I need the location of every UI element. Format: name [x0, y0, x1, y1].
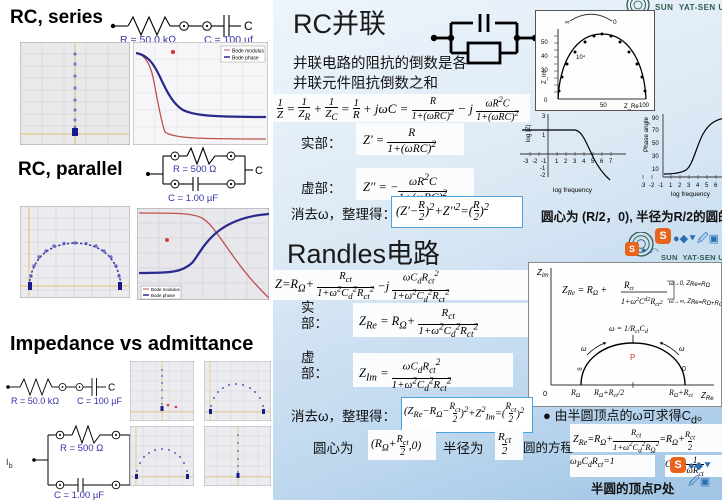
svg-text:P: P [630, 353, 635, 362]
svg-text:-3: -3 [523, 159, 529, 165]
svg-text:-1: -1 [658, 183, 664, 189]
svg-text:ω: ω [581, 346, 587, 353]
svg-text:1+ω2Cd2Rct2: 1+ω2Cd2Rct2 [621, 297, 663, 308]
svg-text:10⁴: 10⁴ [576, 54, 586, 61]
svg-text:∞: ∞ [577, 366, 582, 373]
svg-text:R = 500 Ω: R = 500 Ω [60, 443, 103, 454]
svg-text:ω: ω [679, 346, 685, 353]
svg-text:-3: -3 [641, 183, 646, 189]
svg-text:RΩ+Rct: RΩ+Rct [668, 388, 693, 399]
svg-text:RΩ: RΩ [570, 388, 581, 399]
svg-text:100: 100 [639, 103, 650, 109]
svg-text:6: 6 [600, 159, 604, 165]
svg-text:C: C [108, 383, 115, 394]
svg-text:C: C [255, 165, 263, 177]
svg-text:ZIm: ZIm [536, 268, 549, 279]
svg-text:2: 2 [678, 183, 682, 189]
svg-text:2: 2 [564, 159, 568, 165]
svg-text:Rct: Rct [623, 280, 634, 292]
svg-text:C = 1.00 µF: C = 1.00 µF [54, 490, 104, 500]
svg-text:10: 10 [652, 167, 659, 173]
svg-text:Z_Im: Z_Im [542, 70, 548, 84]
svg-text:∞: ∞ [565, 19, 570, 26]
svg-text:Bode modulus: Bode modulus [151, 287, 181, 292]
svg-text:ZRe: ZRe [700, 391, 714, 402]
svg-text:ω = 1/RctCd: ω = 1/RctCd [609, 324, 649, 335]
svg-text:50: 50 [652, 141, 659, 147]
svg-text:30: 30 [652, 154, 659, 160]
svg-text:1: 1 [542, 133, 546, 139]
svg-text:C: C [244, 19, 253, 33]
svg-text:0: 0 [613, 19, 617, 26]
svg-text:70: 70 [652, 128, 659, 134]
svg-text:90: 90 [652, 116, 659, 122]
svg-text:Bode phase: Bode phase [151, 293, 176, 298]
svg-text:4: 4 [696, 183, 700, 189]
svg-text:3: 3 [542, 114, 546, 120]
svg-text:log frequency: log frequency [671, 191, 711, 198]
svg-text:6: 6 [714, 183, 718, 189]
svg-text:3: 3 [687, 183, 691, 189]
svg-text:40: 40 [541, 54, 548, 60]
svg-text:-1: -1 [541, 159, 547, 165]
svg-text:ZRe = RΩ +: ZRe = RΩ + [562, 285, 607, 297]
svg-text:-2: -2 [532, 159, 538, 165]
svg-text:4: 4 [582, 159, 586, 165]
svg-text:ω→0, ZRe=RΩ: ω→0, ZRe=RΩ [669, 281, 711, 289]
svg-text:7: 7 [609, 159, 613, 165]
svg-text:-2: -2 [540, 173, 546, 179]
svg-text:5: 5 [705, 183, 709, 189]
svg-text:log |Z|: log |Z| [525, 124, 532, 142]
svg-text:3: 3 [573, 159, 577, 165]
svg-text:1: 1 [555, 159, 559, 165]
svg-text:-1: -1 [540, 166, 546, 172]
svg-text:Z_Re: Z_Re [624, 104, 639, 110]
svg-text:-2: -2 [649, 183, 655, 189]
svg-text:0: 0 [682, 366, 686, 373]
svg-text:50: 50 [600, 103, 607, 109]
svg-text:Bode modulus: Bode modulus [232, 49, 264, 55]
svg-text:R = 500 Ω: R = 500 Ω [173, 164, 216, 175]
svg-text:50: 50 [541, 40, 548, 46]
svg-text:C = 100 µF: C = 100 µF [77, 396, 122, 406]
svg-text:log frequency: log frequency [553, 187, 593, 194]
svg-text:Bode phase: Bode phase [232, 56, 259, 62]
svg-text:RΩ+Rct/2: RΩ+Rct/2 [593, 388, 624, 399]
svg-text:Phase angle: Phase angle [643, 116, 650, 152]
svg-text:ω→∞, ZRe=RΩ+Rct: ω→∞, ZRe=RΩ+Rct [669, 299, 722, 308]
svg-text:1: 1 [669, 183, 673, 189]
svg-text:0: 0 [544, 98, 548, 104]
svg-text:C = 1.00 µF: C = 1.00 µF [168, 193, 218, 204]
svg-text:0: 0 [543, 389, 547, 398]
svg-text:R = 50.0 kΩ: R = 50.0 kΩ [11, 396, 59, 406]
